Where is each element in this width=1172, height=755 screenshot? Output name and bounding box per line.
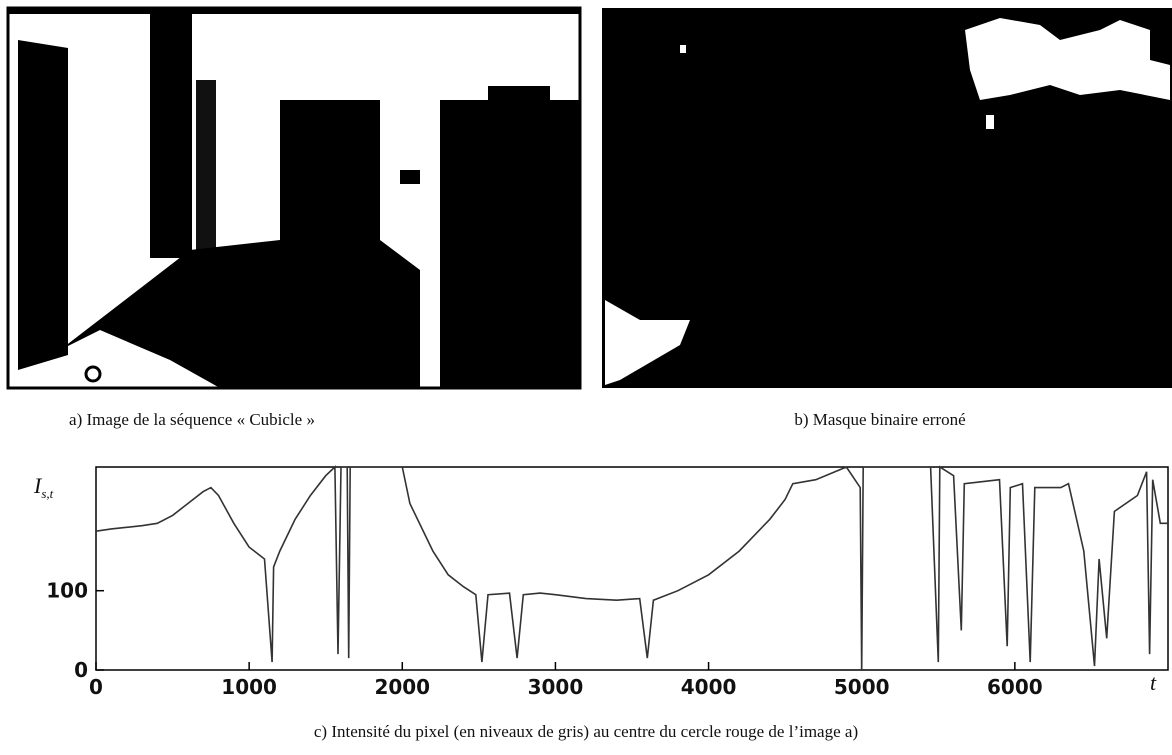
image-a — [6, 6, 582, 390]
caption-c: c) Intensité du pixel (en niveaux de gri… — [314, 722, 858, 741]
x-tick-label: 1000 — [221, 675, 277, 699]
plot-frame — [95, 466, 1169, 671]
y-tick-label: 0 — [74, 658, 88, 682]
x-tick-label: 4000 — [681, 675, 737, 699]
image-b — [602, 8, 1172, 388]
y-tick-label: 100 — [46, 579, 88, 603]
y-axis-label: Is,t — [33, 473, 54, 501]
caption-a: a) Image de la séquence « Cubicle » — [69, 410, 315, 429]
x-axis-label: t — [1150, 670, 1157, 695]
x-tick-label: 5000 — [834, 675, 890, 699]
x-tick-label: 2000 — [374, 675, 430, 699]
caption-b: b) Masque binaire erroné — [794, 410, 965, 429]
x-tick-label: 3000 — [528, 675, 584, 699]
intensity-line — [95, 465, 1168, 671]
y-label-main: I — [33, 473, 43, 498]
x-tick-label: 0 — [89, 675, 103, 699]
y-label-sub: s,t — [41, 486, 53, 501]
x-tick-label: 6000 — [987, 675, 1043, 699]
